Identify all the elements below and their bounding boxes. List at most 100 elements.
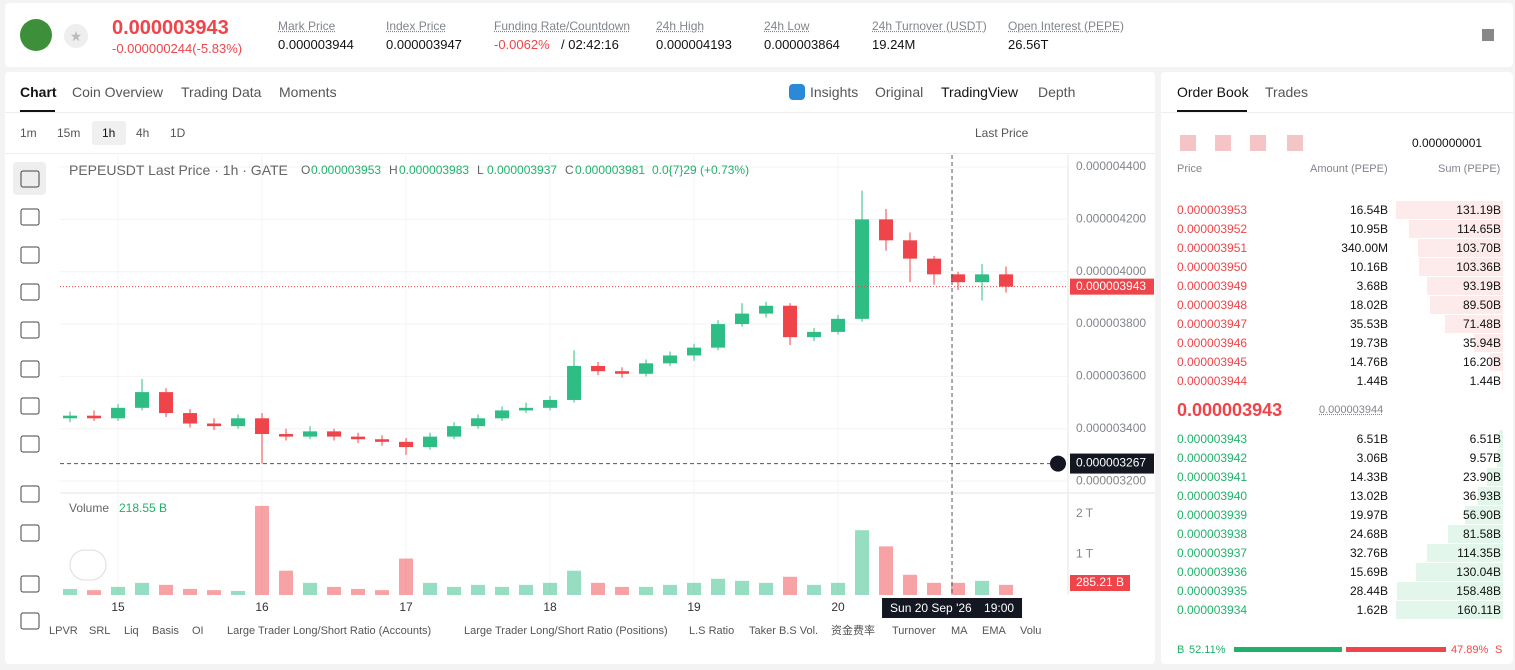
price-source[interactable]: Last Price bbox=[975, 126, 1029, 140]
volume-bar bbox=[375, 590, 390, 595]
indicator[interactable]: LPVR bbox=[49, 625, 78, 637]
divider bbox=[1161, 112, 1513, 113]
indicator[interactable]: Liq bbox=[124, 625, 139, 637]
indicator[interactable]: Taker B.S Vol. bbox=[749, 625, 819, 637]
depth-bar bbox=[1501, 372, 1503, 390]
book-sum: 56.90B bbox=[1462, 508, 1501, 522]
candle-body bbox=[399, 441, 414, 448]
volume-bar bbox=[399, 558, 414, 595]
interval[interactable]: 15m bbox=[57, 126, 81, 140]
favorite-star[interactable]: ★ bbox=[64, 24, 88, 48]
candle-body bbox=[375, 439, 390, 442]
candle-body bbox=[687, 347, 702, 356]
volume-bar bbox=[927, 582, 942, 595]
interval[interactable]: 1h bbox=[102, 126, 116, 140]
book-price: 0.000003949 bbox=[1177, 279, 1248, 293]
depth-bar bbox=[1448, 525, 1503, 543]
y-tick-label: 0.000003800 bbox=[1076, 316, 1146, 330]
indicator[interactable]: Basis bbox=[152, 625, 179, 637]
depth-bar bbox=[1418, 239, 1503, 257]
tool-icon bbox=[20, 360, 40, 378]
candle-body bbox=[759, 305, 774, 314]
book-amount: 13.02B bbox=[1349, 489, 1388, 503]
interval[interactable]: 1D bbox=[170, 126, 186, 140]
book-precision[interactable]: 0.000000001 bbox=[1412, 136, 1483, 150]
book-col: Price bbox=[1177, 163, 1203, 175]
candle-body bbox=[639, 363, 654, 374]
volume-title: Volume bbox=[69, 501, 109, 515]
crosshair-price-tag bbox=[1070, 453, 1154, 474]
indicator[interactable]: EMA bbox=[982, 625, 1006, 637]
candle-body bbox=[615, 371, 630, 374]
book-amount: 3.68B bbox=[1356, 279, 1388, 293]
depth-bar bbox=[1478, 487, 1503, 505]
interval-active-bg bbox=[92, 121, 126, 145]
candle-body bbox=[735, 313, 750, 325]
indicator[interactable]: MA bbox=[951, 625, 968, 637]
interval[interactable]: 1m bbox=[20, 126, 37, 140]
legend-change: 0.0{7}29 (+0.73%) bbox=[652, 163, 750, 177]
view-tab[interactable]: Insights bbox=[810, 84, 859, 100]
last-price-tag bbox=[1070, 278, 1154, 295]
stat-value: 19.24M bbox=[872, 37, 916, 52]
tool-icon bbox=[20, 575, 40, 593]
legend-title: PEPEUSDT Last Price · 1h · GATE bbox=[69, 162, 288, 178]
indicator[interactable]: SRL bbox=[89, 625, 111, 637]
book-amount: 1.44B bbox=[1356, 374, 1388, 388]
view-tab[interactable]: Original bbox=[875, 84, 924, 100]
volume-bar bbox=[471, 584, 486, 595]
chart-tab[interactable]: Moments bbox=[279, 84, 337, 100]
book-sum: 81.58B bbox=[1462, 527, 1501, 541]
indicator[interactable]: OI bbox=[192, 625, 204, 637]
volume-bar bbox=[303, 582, 318, 595]
legend-key: O bbox=[301, 163, 311, 177]
book-sum: 16.20B bbox=[1462, 355, 1501, 369]
book-tab[interactable]: Trades bbox=[1265, 84, 1309, 100]
book-price: 0.000003950 bbox=[1177, 260, 1248, 274]
book-mark-price: 0.000003944 bbox=[1319, 404, 1384, 416]
interval[interactable]: 4h bbox=[136, 126, 150, 140]
volume-bar bbox=[951, 582, 966, 595]
x-tick-label: 18 bbox=[543, 600, 557, 614]
book-col: Sum (PEPE) bbox=[1438, 163, 1501, 175]
volume-tick-label: 1 T bbox=[1076, 547, 1094, 561]
chart-tab[interactable]: Trading Data bbox=[181, 84, 262, 100]
depth-bar bbox=[1418, 258, 1503, 276]
book-price: 0.000003947 bbox=[1177, 317, 1248, 331]
book-sum: 6.51B bbox=[1469, 432, 1501, 446]
depth-bar bbox=[1397, 582, 1503, 600]
indicator[interactable]: Large Trader Long/Short Ratio (Accounts) bbox=[227, 625, 432, 637]
indicator[interactable]: Large Trader Long/Short Ratio (Positions… bbox=[464, 625, 668, 637]
volume-bar bbox=[807, 584, 822, 595]
book-amount: 6.51B bbox=[1356, 432, 1388, 446]
sell-bar bbox=[1346, 647, 1446, 652]
book-price: 0.000003940 bbox=[1177, 489, 1248, 503]
indicator[interactable]: 资金费率 bbox=[831, 625, 875, 637]
book-sum: 131.19B bbox=[1456, 203, 1501, 217]
candle-body bbox=[135, 392, 150, 408]
coin-icon bbox=[20, 19, 52, 51]
chart-tab[interactable]: Coin Overview bbox=[72, 84, 164, 100]
volume-bar bbox=[231, 590, 246, 595]
book-tab-underline bbox=[1177, 110, 1247, 112]
buy-bar bbox=[1234, 647, 1343, 652]
chart-tab[interactable]: Chart bbox=[20, 84, 57, 100]
book-sum: 36.93B bbox=[1462, 489, 1501, 503]
book-amount: 10.16B bbox=[1349, 260, 1388, 274]
indicator[interactable]: Volu bbox=[1020, 625, 1042, 637]
book-price: 0.000003939 bbox=[1177, 508, 1248, 522]
legend-value: 0.000003937 bbox=[487, 163, 558, 177]
x-tick-label: 16 bbox=[255, 600, 269, 614]
book-tab[interactable]: Order Book bbox=[1177, 84, 1249, 100]
legend-key: C bbox=[565, 163, 574, 177]
indicator[interactable]: L.S Ratio bbox=[689, 625, 735, 637]
view-tab[interactable]: TradingView bbox=[941, 84, 1019, 100]
tv-logo bbox=[69, 549, 107, 581]
view-tab[interactable]: Depth bbox=[1038, 84, 1076, 100]
indicator[interactable]: Turnover bbox=[892, 625, 936, 637]
book-amount: 10.95B bbox=[1349, 222, 1388, 236]
book-sum: 35.94B bbox=[1462, 336, 1501, 350]
candle-body bbox=[975, 274, 990, 283]
last-price-label: 0.000003943 bbox=[1076, 279, 1146, 293]
book-price: 0.000003946 bbox=[1177, 336, 1248, 350]
